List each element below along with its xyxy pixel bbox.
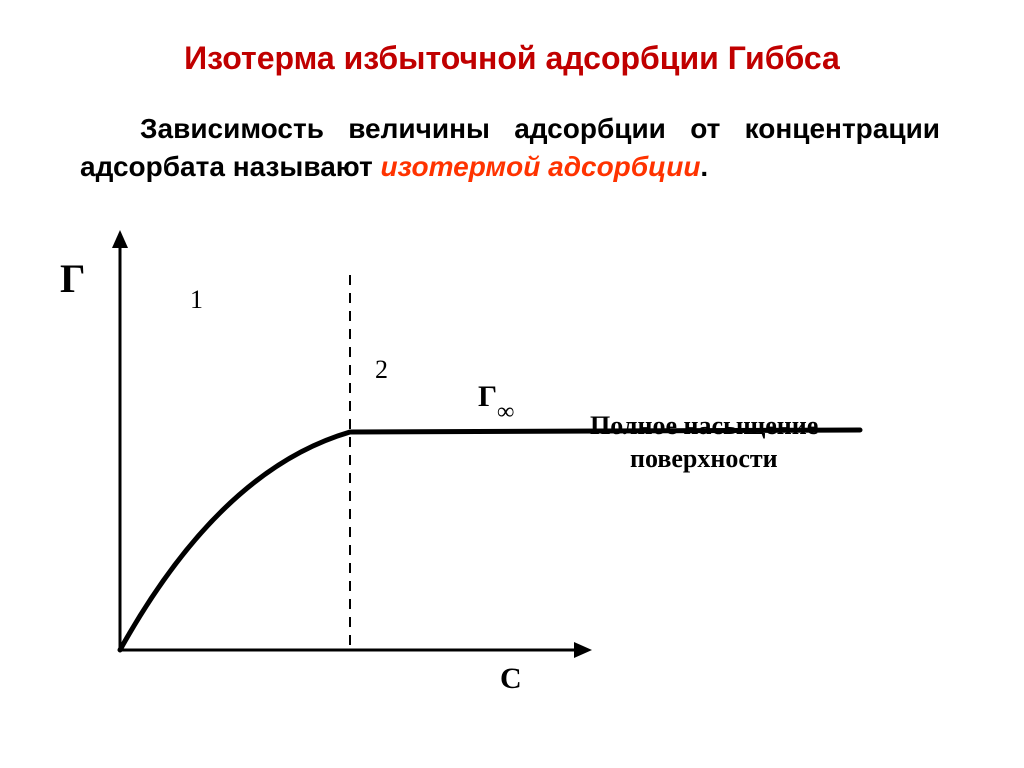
y-axis-label: Г (60, 255, 85, 302)
slide: Изотерма избыточной адсорбции Гиббса Зав… (0, 0, 1024, 768)
intro-tail: . (700, 151, 708, 182)
plateau-infinity: ∞ (497, 399, 514, 425)
chart: Г С 1 2 Г∞ Полное насыщение поверхности (60, 230, 960, 730)
plateau-gamma: Г (478, 380, 497, 413)
x-axis-arrow (574, 642, 592, 658)
region-1-label: 1 (190, 285, 203, 315)
x-axis-label: С (500, 662, 522, 696)
y-axis-arrow (112, 230, 128, 248)
annotation-line1: Полное насыщение (590, 410, 818, 443)
intro-paragraph: Зависимость величины адсорбции от концен… (80, 110, 940, 186)
intro-emph: изотермой адсорбции (380, 151, 700, 182)
slide-title: Изотерма избыточной адсорбции Гиббса (0, 40, 1024, 77)
plateau-label: Г∞ (478, 380, 514, 420)
annotation-line2: поверхности (590, 443, 818, 476)
annotation-saturation: Полное насыщение поверхности (590, 410, 818, 475)
region-2-label: 2 (375, 355, 388, 385)
axes (112, 230, 592, 658)
